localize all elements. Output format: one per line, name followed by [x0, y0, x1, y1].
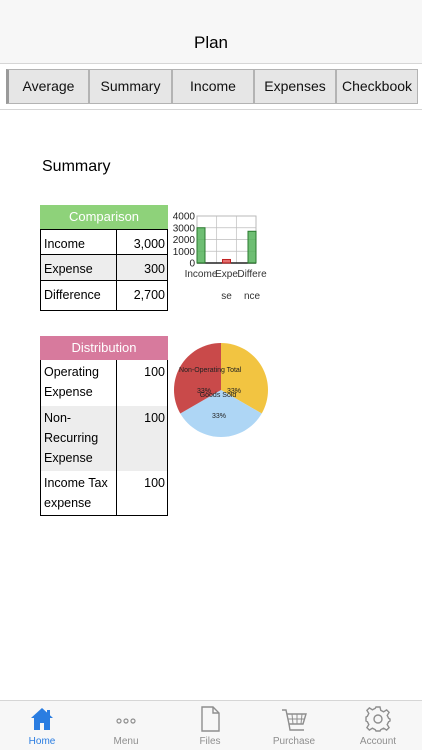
bar-expense	[222, 258, 231, 264]
bottom-tab-label: Files	[199, 736, 221, 747]
table-row: Non-Recurring Expense 100	[40, 406, 168, 471]
bottom-tab-files[interactable]: Files	[168, 701, 252, 750]
tab-average[interactable]: Average	[6, 69, 89, 104]
file-icon	[201, 706, 220, 732]
x-tick-label-wrap: se	[221, 291, 232, 302]
bottom-tab-purchase[interactable]: Purchase	[252, 701, 336, 750]
bottom-tab-home[interactable]: Home	[0, 701, 84, 750]
y-tick-label: 2000	[173, 235, 196, 246]
pie-slice-non-operating	[174, 343, 221, 414]
tab-expenses[interactable]: Expenses	[254, 69, 336, 104]
row-value: 2,700	[116, 281, 167, 310]
comparison-header: Comparison	[40, 205, 168, 229]
table-row: Income 3,000	[40, 229, 168, 255]
tab-income[interactable]: Income	[172, 69, 254, 104]
bar-difference	[247, 230, 257, 264]
pie-percent-label: 33%	[227, 388, 241, 395]
cart-icon	[282, 709, 307, 731]
bar-income	[196, 227, 206, 264]
pie-slice-total	[221, 343, 268, 414]
ellipsis-icon	[116, 718, 136, 724]
x-tick-label: Differe	[237, 269, 267, 280]
row-label: Difference	[44, 288, 101, 302]
table-row: Difference 2,700	[40, 281, 168, 311]
y-tick-label: 0	[189, 259, 195, 270]
pie-slice-label: Total	[227, 367, 242, 374]
bottom-tab-menu[interactable]: Menu	[84, 701, 168, 750]
x-tick-label-wrap: nce	[244, 291, 261, 302]
bottom-tab-label: Home	[28, 736, 56, 747]
comparison-table: Comparison Income 3,000 Expense 300 Diff…	[40, 205, 168, 311]
gear-icon	[365, 706, 391, 732]
x-tick-label: Expe	[215, 269, 238, 280]
pie-slice-goods-sold	[180, 390, 262, 437]
tab-checkbook[interactable]: Checkbook	[336, 69, 418, 104]
pie-slice-label: Non-Operating	[179, 367, 225, 374]
page-title: Plan	[193, 33, 229, 52]
x-tick-label: Income	[185, 269, 218, 280]
pie-percent-label: 33%	[197, 388, 211, 395]
bottom-tab-account[interactable]: Account	[336, 701, 420, 750]
distribution-header: Distribution	[40, 336, 168, 360]
pie-percent-label: 33%	[212, 413, 226, 420]
table-row: Operating Expense 100	[40, 360, 168, 406]
row-label: Expense	[44, 262, 93, 276]
y-tick-label: 4000	[173, 212, 196, 223]
tab-summary[interactable]: Summary	[89, 69, 172, 104]
home-icon	[31, 708, 53, 730]
section-title: Summary	[42, 158, 111, 175]
bottom-tab-label: Account	[359, 736, 397, 747]
row-value: 3,000	[116, 230, 167, 254]
row-value: 100	[116, 471, 167, 515]
row-value: 300	[116, 255, 167, 280]
y-tick-label: 1000	[173, 247, 196, 258]
row-label: Income Tax expense	[44, 476, 108, 510]
y-tick-label: 3000	[173, 223, 196, 234]
table-row: Expense 300	[40, 255, 168, 281]
row-label: Operating Expense	[44, 365, 99, 399]
tab-strip: Average Summary Income Expenses Checkboo…	[0, 64, 422, 110]
bottom-tab-label: Purchase	[272, 736, 316, 747]
distribution-table: Distribution Operating Expense 100 Non-R…	[40, 336, 168, 516]
bottom-tab-label: Menu	[113, 736, 139, 747]
row-value: 100	[116, 406, 167, 471]
navigation-bar: Plan	[0, 0, 422, 64]
row-value: 100	[116, 360, 167, 406]
table-row: Income Tax expense 100	[40, 471, 168, 516]
row-label: Non-Recurring Expense	[44, 411, 99, 465]
bottom-tab-bar: Home Menu Files Purchase Account	[0, 700, 422, 750]
pie-slice-label: Goods Sold	[200, 392, 237, 399]
row-label: Income	[44, 237, 85, 251]
